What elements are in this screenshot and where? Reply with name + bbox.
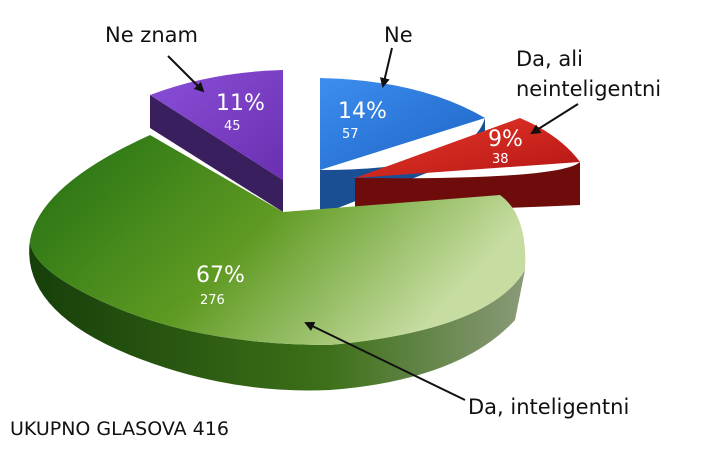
arrow-da-ali-neinteligentni — [530, 103, 579, 135]
slice-side-da-ali-neinteligentni — [355, 162, 580, 212]
slice-name-ne-znam: Ne znam — [105, 23, 198, 47]
slice-side-ne-znam — [150, 95, 283, 212]
slice-da-ali-neinteligentni — [355, 118, 580, 178]
slice-percent-da-ali-neinteligentni: 9% — [488, 127, 523, 152]
slice-ne — [320, 78, 485, 170]
slice-count-ne: 57 — [342, 127, 359, 142]
slice-name-da-ali-neinteligentni-line1: Da, ali — [516, 47, 583, 71]
slice-side-da-inteligentni — [29, 240, 526, 391]
slice-da-inteligentni — [30, 135, 526, 345]
arrow-ne — [379, 47, 393, 88]
slice-count-ne-znam: 45 — [224, 119, 241, 134]
slice-name-da-ali-neinteligentni-line2: neinteligentni — [516, 77, 661, 101]
arrow-ne-znam — [167, 55, 205, 93]
slice-percent-da-inteligentni: 67% — [196, 263, 245, 288]
slice-ne-znam — [150, 70, 283, 180]
total-votes-label: UKUPNO GLASOVA 416 — [10, 418, 229, 440]
slice-percent-ne-znam: 11% — [216, 91, 265, 116]
slice-name-da-inteligentni: Da, inteligentni — [468, 395, 629, 419]
arrow-da-inteligentni — [304, 321, 466, 401]
slice-count-da-inteligentni: 276 — [200, 293, 225, 308]
slice-percent-ne: 14% — [338, 99, 387, 124]
slice-count-da-ali-neinteligentni: 38 — [492, 152, 509, 167]
slice-name-ne: Ne — [384, 23, 413, 47]
